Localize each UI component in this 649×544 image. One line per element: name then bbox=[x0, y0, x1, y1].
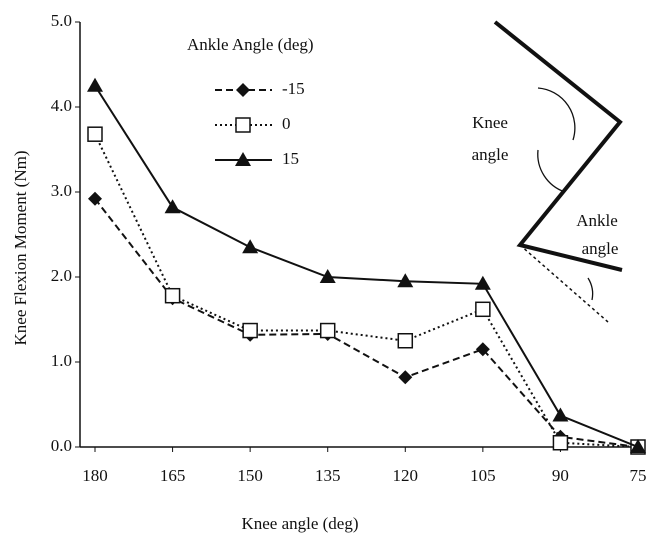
x-tick-label: 105 bbox=[470, 466, 496, 485]
y-tick-label: 4.0 bbox=[51, 96, 72, 115]
marker-square bbox=[553, 436, 567, 450]
x-axis-title: Knee angle (deg) bbox=[241, 514, 358, 533]
series-line bbox=[95, 86, 638, 447]
marker-triangle bbox=[242, 239, 258, 253]
marker-diamond bbox=[398, 370, 412, 384]
marker-square bbox=[321, 324, 335, 338]
y-tick-label: 2.0 bbox=[51, 266, 72, 285]
annotation: Ankle bbox=[576, 211, 618, 230]
legend-title: Ankle Angle (deg) bbox=[187, 35, 314, 54]
y-tick-label: 0.0 bbox=[51, 436, 72, 455]
leg-diagram bbox=[495, 22, 622, 322]
x-tick-label: 165 bbox=[160, 466, 186, 485]
y-axis-title: Knee Flexion Moment (Nm) bbox=[11, 151, 30, 346]
annotation: angle bbox=[582, 239, 619, 258]
page: {"chart_data": {"type": "line", "x_label… bbox=[0, 0, 649, 544]
marker-triangle bbox=[552, 408, 568, 422]
marker-diamond bbox=[236, 83, 250, 97]
annotation: Knee bbox=[472, 113, 508, 132]
marker-square bbox=[166, 289, 180, 303]
legend-label: 15 bbox=[282, 149, 299, 168]
x-tick-label: 75 bbox=[630, 466, 647, 485]
chart: Knee angle (deg) Knee Flexion Moment (Nm… bbox=[0, 0, 649, 544]
y-tick-label: 1.0 bbox=[51, 351, 72, 370]
marker-triangle bbox=[165, 199, 181, 213]
legend-label: -15 bbox=[282, 79, 305, 98]
marker-square bbox=[88, 127, 102, 141]
y-tick-label: 3.0 bbox=[51, 181, 72, 200]
marker-square bbox=[398, 334, 412, 348]
x-tick-label: 90 bbox=[552, 466, 569, 485]
x-tick-label: 120 bbox=[393, 466, 419, 485]
marker-square bbox=[476, 302, 490, 316]
marker-square bbox=[243, 324, 257, 338]
marker-triangle bbox=[320, 269, 336, 283]
annotation: angle bbox=[472, 145, 509, 164]
legend-label: 0 bbox=[282, 114, 291, 133]
x-tick-label: 135 bbox=[315, 466, 341, 485]
marker-square bbox=[236, 118, 250, 132]
x-tick-label: 180 bbox=[82, 466, 108, 485]
marker-triangle bbox=[87, 78, 103, 92]
x-tick-label: 150 bbox=[237, 466, 263, 485]
y-tick-label: 5.0 bbox=[51, 11, 72, 30]
